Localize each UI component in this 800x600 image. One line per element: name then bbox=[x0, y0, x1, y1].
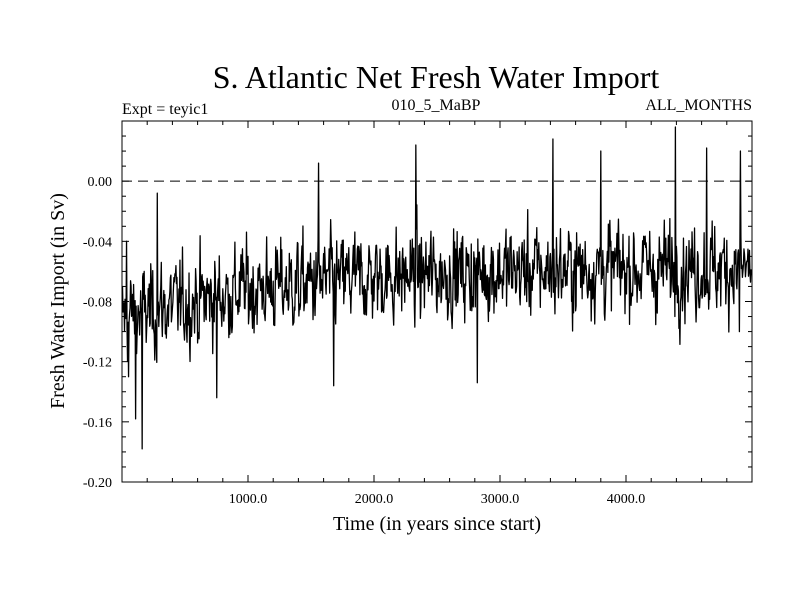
ticks-layer bbox=[122, 121, 752, 483]
y-tick-label: -0.20 bbox=[83, 476, 112, 491]
x-tick-label: 2000.0 bbox=[355, 492, 394, 507]
x-tick-label: 1000.0 bbox=[229, 492, 268, 507]
subtitle-right: ALL_MONTHS bbox=[645, 97, 752, 114]
y-tick-label: -0.12 bbox=[83, 356, 112, 371]
y-axis-label: Fresh Water Import (in Sv) bbox=[47, 193, 69, 409]
tick-labels-layer: 1000.0 2000.0 3000.0 4000.0 0.00 -0.04 -0.08 -0… bbox=[83, 175, 645, 507]
subtitle-left: Expt = teyic1 bbox=[122, 101, 208, 118]
y-tick-label: -0.16 bbox=[83, 416, 112, 431]
chart-title: S. Atlantic Net Fresh Water Import bbox=[213, 59, 660, 95]
y-tick-label: -0.08 bbox=[83, 296, 112, 311]
subtitle-center: 010_5_MaBP bbox=[392, 97, 481, 114]
series-line bbox=[121, 126, 753, 450]
series-layer bbox=[121, 126, 753, 450]
x-axis-label: Time (in years since start) bbox=[333, 513, 541, 535]
y-tick-label: 0.00 bbox=[88, 175, 113, 190]
plot-frame bbox=[121, 120, 753, 483]
x-tick-label: 4000.0 bbox=[607, 492, 646, 507]
y-tick-label: -0.04 bbox=[83, 235, 112, 250]
x-tick-label: 3000.0 bbox=[481, 492, 520, 507]
